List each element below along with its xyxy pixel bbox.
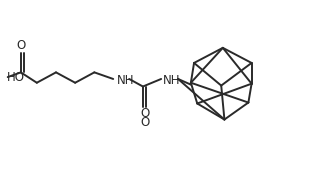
Text: O: O xyxy=(16,40,25,52)
Text: HO: HO xyxy=(7,70,25,84)
Text: O: O xyxy=(140,116,149,129)
Text: O: O xyxy=(140,107,149,120)
Text: NH: NH xyxy=(163,74,180,87)
Text: NH: NH xyxy=(117,74,135,87)
